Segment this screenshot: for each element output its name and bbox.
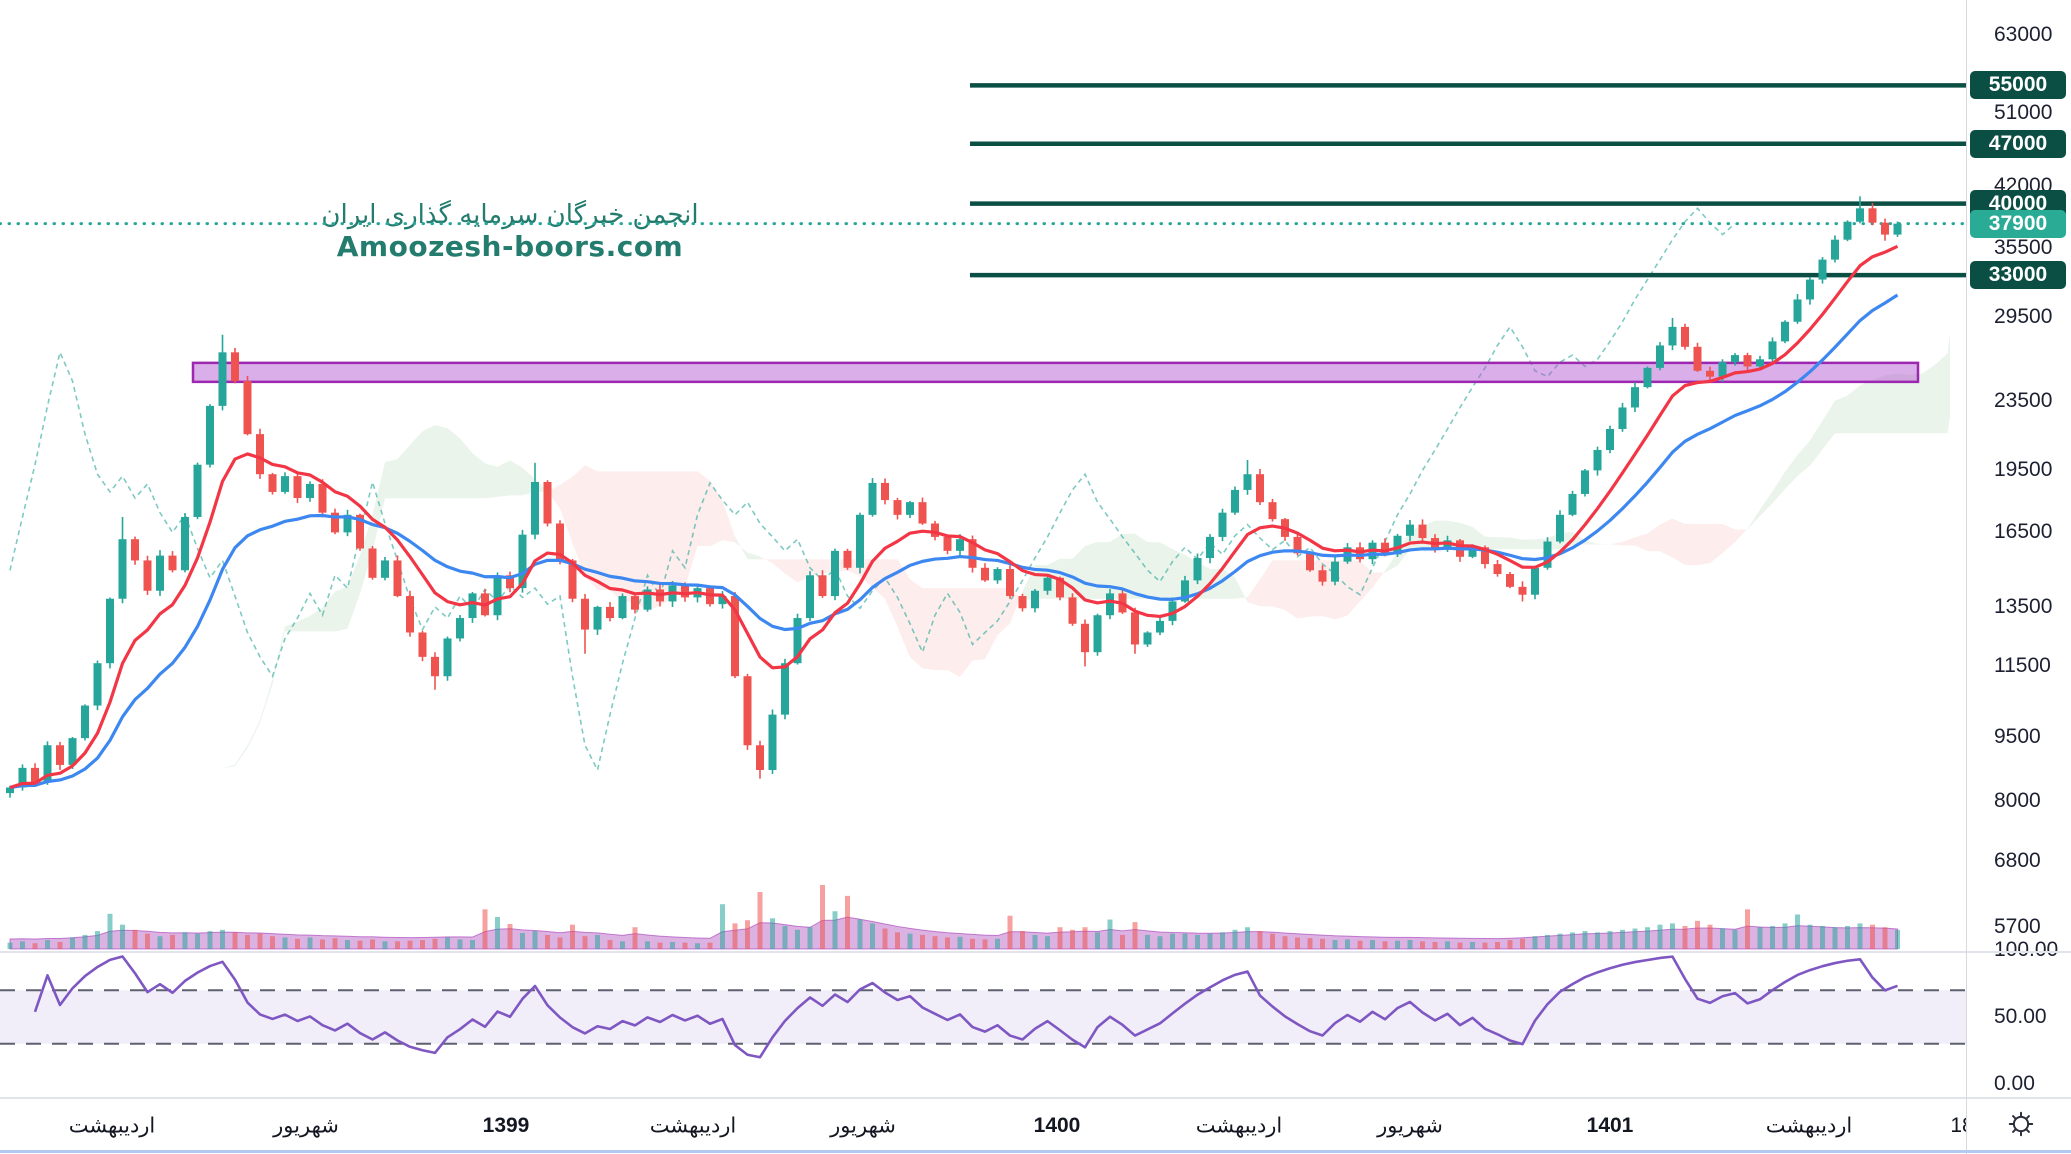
price-axis-label: 29500 — [1994, 304, 2053, 328]
price-axis-label: 6800 — [1994, 849, 2041, 873]
time-axis-label: اردیبهشت — [649, 1114, 737, 1138]
price-level-badge: 47000 — [1970, 129, 2066, 158]
resistance-level-lines — [970, 83, 1966, 278]
bottom-accent-line — [0, 1150, 2071, 1153]
price-chart-pane[interactable] — [0, 0, 1966, 952]
time-axis[interactable]: اردیبهشت شهریور 1399 اردیبهشت شهریور 1400 اردی… — [0, 1098, 2071, 1154]
time-axis-label: اردیبهشت — [1765, 1114, 1853, 1138]
volume-bars — [7, 885, 1900, 949]
pane-separator-price-rsi[interactable] — [0, 951, 2071, 953]
price-axis-label: 23500 — [1994, 389, 2053, 413]
gear-icon — [2008, 1111, 2034, 1137]
current-price-badge: 37900 — [1970, 209, 2066, 238]
price-level-badge: 33000 — [1970, 261, 2066, 290]
price-level-badge: 55000 — [1970, 71, 2066, 100]
time-axis-label: اردیبهشت — [1195, 1114, 1283, 1138]
volume-ma-area — [9, 916, 1898, 950]
price-axis-label: 13500 — [1994, 594, 2053, 618]
price-axis-label: 63000 — [1994, 23, 2053, 46]
time-axis-label: اردیبهشت — [68, 1114, 156, 1138]
axis-separator-vertical — [1966, 0, 1967, 1154]
time-axis-label: شهریور — [273, 1114, 339, 1138]
rsi-axis-label: 50.00 — [1994, 1005, 2047, 1028]
watermark-line1: انجمن خبرگان سرمایه گذاری ایران — [321, 200, 699, 230]
ma-fast-red-line — [9, 244, 1899, 790]
ma-slow-blue-line — [9, 293, 1899, 790]
rsi-indicator-pane[interactable] — [0, 0, 1966, 1154]
price-axis-label: 8000 — [1994, 789, 2041, 813]
time-axis-label: شهریور — [830, 1114, 896, 1138]
price-axis-label: 51000 — [1994, 101, 2053, 125]
price-axis-label: 11500 — [1994, 654, 2051, 678]
time-axis-label: 1399 — [482, 1114, 530, 1137]
time-axis-label: شهریور — [1377, 1114, 1443, 1138]
time-axis-label: 1401 — [1586, 1114, 1634, 1137]
pane-separator-rsi-timeaxis[interactable] — [0, 1097, 2071, 1099]
rsi-band — [0, 990, 1966, 1044]
price-axis[interactable]: 63000 51000 42000 35500 29500 23500 19500 16500… — [1967, 0, 2071, 1154]
rsi-axis-label: 0.00 — [1994, 1072, 2035, 1095]
supply-zone-band — [191, 361, 1920, 384]
price-axis-label: 5700 — [1994, 915, 2041, 938]
price-axis-label: 16500 — [1994, 520, 2053, 544]
watermark: انجمن خبرگان سرمایه گذاری ایران Amoozesh… — [321, 200, 698, 263]
rsi-axis-label: 100.00 — [1994, 938, 2059, 961]
price-axis-label: 9500 — [1994, 725, 2041, 749]
watermark-line2: Amoozesh-boors.com — [336, 230, 684, 263]
rsi-line — [33, 955, 1898, 1059]
price-axis-label: 19500 — [1994, 458, 2053, 482]
settings-button[interactable] — [2000, 1103, 2042, 1145]
time-axis-label: 1400 — [1033, 1114, 1081, 1137]
price-axis-label: 35500 — [1994, 235, 2053, 259]
chikou-span-line — [9, 207, 1736, 773]
